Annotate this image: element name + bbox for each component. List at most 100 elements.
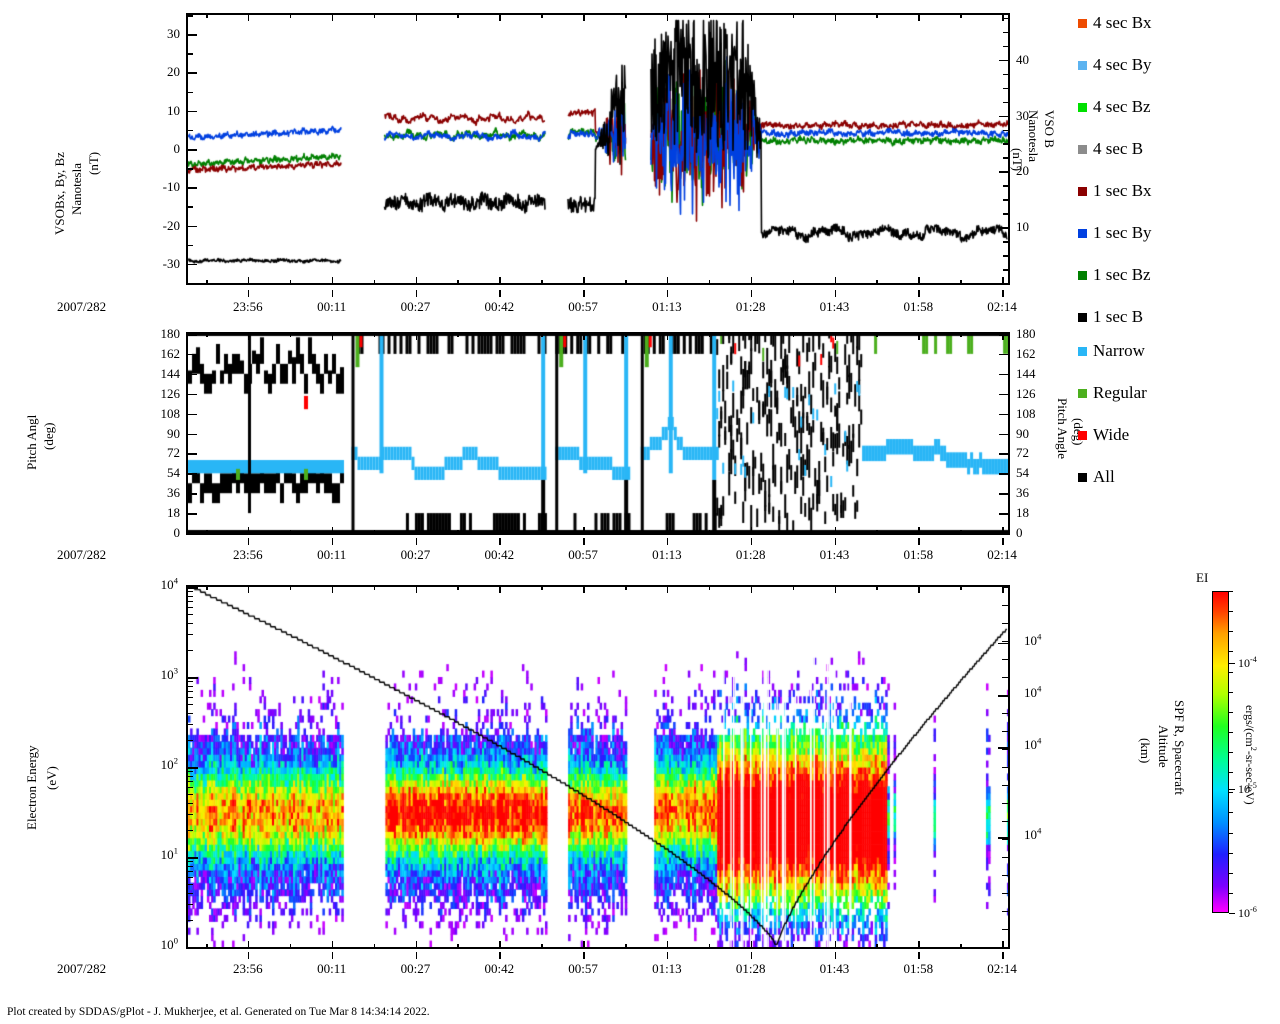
legend-label: 4 sec B [1093,139,1144,158]
p2-xtick-label: 01:43 [819,547,850,562]
colorbar-minor-tick [1229,893,1233,894]
legend-item-4-sec-bz[interactable]: 4 sec Bz [1078,98,1151,116]
legend-swatch-icon [1078,312,1087,322]
p3-xtick-outside [583,952,585,959]
p3-ytick-major [188,587,198,589]
colorbar-minor-tick [1229,792,1233,793]
p1-xtick-minor-top [876,13,878,18]
legend-item-4-sec-bx[interactable]: 4 sec Bx [1078,14,1152,32]
p2-ytick-right-label: 90 [1016,425,1029,441]
p2-ytick-label: 0 [173,525,181,540]
p3-ytick-label: 103 [160,665,178,682]
p1-xtick-minor [792,280,795,285]
p1-xtick-outside [499,290,501,297]
p1-ytick-minor [188,168,193,170]
p3-xtick-outside [1002,952,1004,959]
p2-ytick-label: 126 [160,385,181,401]
p3-ytick-minor [188,607,193,609]
legend-item-4-sec-by[interactable]: 4 sec By [1078,56,1152,74]
p3-ylabel-right-line1: SPF R, Spacecraft [1172,700,1187,795]
p2-xtick-outside [415,538,417,545]
p3-xtick-outside [666,952,669,959]
p3-xtick-minor-top [876,585,878,590]
p3-ylabel-right-line2: Altitude [1156,725,1171,768]
legend-item-1-sec-bx[interactable]: 1 sec Bx [1078,182,1152,200]
p2-xtick-label: 02:14 [987,547,1017,562]
p1-ytick-minor [188,15,193,17]
p1-ytick-right-minor [1003,283,1008,285]
p3-xtick-outside [331,952,334,959]
p1-ytick-right-minor [1003,87,1008,90]
legend-label: 1 sec Bx [1093,181,1152,200]
p3-ytick-minor [188,690,193,693]
p3-xtick-major-top [583,585,585,593]
colorbar-tick-label: 10-6 [1238,905,1257,920]
p2-xtick-outside [583,538,585,545]
legend-swatch-icon [1078,60,1087,70]
p3-ytick-major [188,857,198,859]
legend-swatch-icon [1078,102,1087,112]
legend-item-narrow[interactable]: Narrow [1078,342,1145,360]
p3-xtick-major-top [918,585,920,593]
p3-ytick-right-minor [1002,911,1008,913]
legend-item-1-sec-bz[interactable]: 1 sec Bz [1078,266,1151,284]
p3-xtick-major-top [834,585,836,593]
p2-ytick-right-label: 54 [1016,465,1029,481]
legend-item-wide[interactable]: Wide [1078,426,1129,444]
p2-xtick-outside [499,538,501,545]
p3-ytick-minor [188,802,193,805]
p2-xtick-minor-top [206,332,208,337]
p3-ytick-minor [188,649,193,652]
p1-ytick-right-minor [1003,157,1008,159]
p2-xtick-label: 23:56 [233,547,263,562]
p2-xtick-label: 00:42 [484,547,515,562]
p1-ytick-label: 10 [167,102,180,118]
p1-ytick-minor [188,129,193,132]
colorbar-minor-tick [1229,812,1233,813]
p2-ytick-major [188,533,197,535]
p3-ytick-right-minor [1002,623,1008,625]
legend-swatch-icon [1078,186,1087,196]
p1-xtick-minor [206,280,208,285]
p3-ytick-minor [188,775,193,778]
p2-ytick-label: 90 [167,425,180,441]
p2-ytick-right-major [999,513,1008,515]
colorbar-minor-tick [1229,591,1233,592]
legend-swatch-icon [1078,346,1087,356]
p1-xtick-label: 00:11 [317,299,347,314]
legend-item-4-sec-b[interactable]: 4 sec B [1078,140,1143,158]
legend-item-all[interactable]: All [1078,468,1115,486]
p3-ytick-minor [188,712,193,715]
p2-xtick-outside [750,538,753,545]
p1-xtick-minor-top [373,13,376,18]
p3-xtick-major [415,941,417,949]
colorbar [1212,591,1229,913]
p3-ytick-major [188,677,198,679]
p1-xtick-minor [708,280,711,285]
p1-xtick-minor-top [289,13,292,18]
p3-ytick-minor [188,739,193,742]
p2-xtick-major [331,527,334,535]
p3-ytick-minor [188,681,193,683]
p1-xtick-minor-top [541,13,543,18]
p3-xtick-major [918,941,920,949]
p1-xtick-label: 00:27 [400,299,431,314]
p2-ylabel-right-line1: Pitch Angle [1055,398,1070,460]
p3-xtick-label: 00:27 [400,961,431,976]
p2-xtick-label: 00:11 [317,547,347,562]
p3-xtick-major-top [750,585,753,593]
p3-ytick-label: 100 [160,935,178,952]
p3-ytick-minor [188,704,193,706]
colorbar-title: EI [1196,570,1209,585]
p2-xtick-major [247,527,250,535]
legend-label: 4 sec Bz [1093,97,1151,116]
p2-xtick-major-top [247,332,250,340]
p1-xtick-label: 01:28 [735,299,766,314]
p1-ytick-right-minor [1003,73,1008,76]
p3-xtick-label: 00:42 [484,961,515,976]
colorbar-minor-tick [1229,853,1233,854]
legend-item-1-sec-by[interactable]: 1 sec By [1078,224,1152,242]
p2-ytick-major [188,473,197,475]
legend-item-regular[interactable]: Regular [1078,384,1147,402]
legend-item-1-sec-b[interactable]: 1 sec B [1078,308,1143,326]
